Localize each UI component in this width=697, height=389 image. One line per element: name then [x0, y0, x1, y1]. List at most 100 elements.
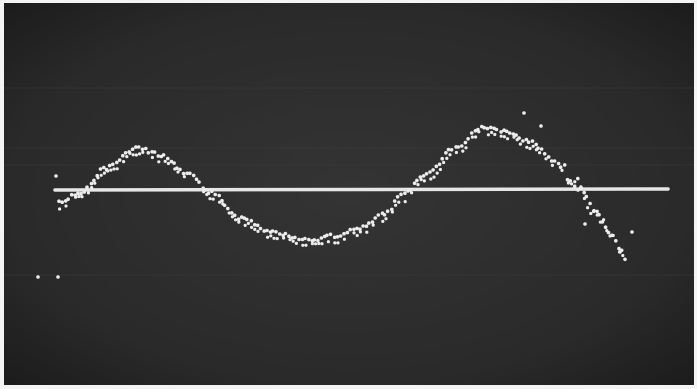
trace-dot [256, 230, 259, 233]
trace-dot [604, 225, 608, 229]
trace-dot [393, 199, 397, 203]
trace-dot [265, 229, 269, 233]
trace-dot [253, 223, 257, 227]
trace-dot [450, 148, 454, 152]
trace-dot [295, 242, 298, 245]
trace-dot [384, 217, 387, 220]
trace-dot [438, 163, 442, 167]
trace-dot [474, 135, 477, 138]
trace-dot [365, 231, 368, 234]
trace-dot [247, 222, 250, 225]
trace-dot [175, 166, 179, 170]
trace-dot [66, 197, 70, 201]
trace-dot [367, 221, 371, 225]
trace-dot [373, 216, 377, 220]
trace-dot [597, 213, 601, 217]
trace-dot [244, 224, 247, 227]
trace-dot [304, 244, 307, 247]
trace-dot [359, 230, 362, 233]
trace-dot [470, 131, 474, 135]
trace-dot [447, 148, 451, 152]
trace-dot [266, 236, 269, 239]
trace-dot [287, 234, 291, 238]
trace-dot [352, 231, 355, 234]
display [4, 3, 694, 385]
trace-dot [339, 234, 343, 238]
trace-dot [250, 226, 253, 229]
trace-dot [573, 185, 577, 189]
trace-dot [253, 228, 256, 231]
trace-dot [540, 147, 544, 151]
trace-dot [420, 178, 423, 181]
trace-dot [188, 172, 192, 176]
photo [0, 0, 697, 389]
trace-dot [167, 162, 170, 165]
trace-dot [372, 224, 375, 227]
trace-dot [394, 204, 397, 207]
trace-dot [573, 180, 576, 183]
trace-dot [320, 236, 324, 240]
trace-dot [614, 239, 618, 243]
trace-dot [455, 151, 458, 154]
trace-dot [100, 174, 103, 177]
trace-dot [90, 182, 94, 186]
trace-dot [442, 161, 445, 164]
trace-dot [111, 163, 115, 167]
trace-dot [490, 131, 493, 134]
trace-dot [183, 175, 186, 178]
trace-dot [271, 229, 275, 233]
trace-dot [365, 224, 369, 228]
trace-dot [396, 195, 400, 199]
trace-dot [595, 210, 599, 214]
trace-dot [527, 140, 531, 144]
trace-dot [428, 170, 432, 174]
trace-dot [342, 232, 346, 236]
trace-dot [487, 133, 490, 136]
trace-dot [517, 136, 521, 140]
trace-dot [195, 177, 199, 181]
trace-dot [343, 238, 346, 241]
trace-dot [93, 182, 96, 185]
trace-dot [237, 217, 241, 221]
trace-dot [429, 177, 432, 180]
trace-dot [259, 227, 263, 231]
trace-dot [431, 168, 435, 172]
trace-dot [233, 214, 237, 218]
trace-dot [464, 146, 467, 149]
trace-dot [589, 212, 592, 215]
trace-dot [505, 130, 509, 134]
trace-dot [607, 231, 611, 235]
trace-dot [569, 179, 573, 183]
trace-dot [36, 275, 40, 279]
trace-dot [144, 147, 148, 151]
trace-dot [230, 211, 234, 215]
trace-dot [116, 167, 119, 170]
trace-dot [64, 204, 67, 207]
trace-dot [383, 213, 387, 217]
trace-dot [58, 207, 61, 210]
trace-dot [440, 157, 444, 161]
trace-dot [178, 168, 182, 172]
trace-dot [272, 237, 275, 240]
trace-dot [585, 195, 589, 199]
trace-dot [448, 153, 451, 156]
trace-dot [56, 275, 60, 279]
trace-dot [539, 124, 543, 128]
trace-dot [519, 143, 522, 146]
trace-dot [166, 157, 170, 161]
trace-dot [106, 169, 109, 172]
trace-dot [250, 219, 254, 223]
trace-dot [103, 172, 106, 175]
trace-dot [514, 133, 518, 137]
trace-dot [532, 145, 535, 148]
trace-dot [207, 192, 211, 196]
trace-dot [245, 218, 249, 222]
trace-dot [90, 186, 93, 189]
trace-dot [464, 141, 468, 145]
trace-dot [416, 183, 419, 186]
trace-dot [303, 237, 307, 241]
trace-dot [348, 228, 352, 232]
trace-dot [460, 144, 464, 148]
trace-dot [226, 207, 230, 211]
trace-dot [356, 234, 359, 237]
